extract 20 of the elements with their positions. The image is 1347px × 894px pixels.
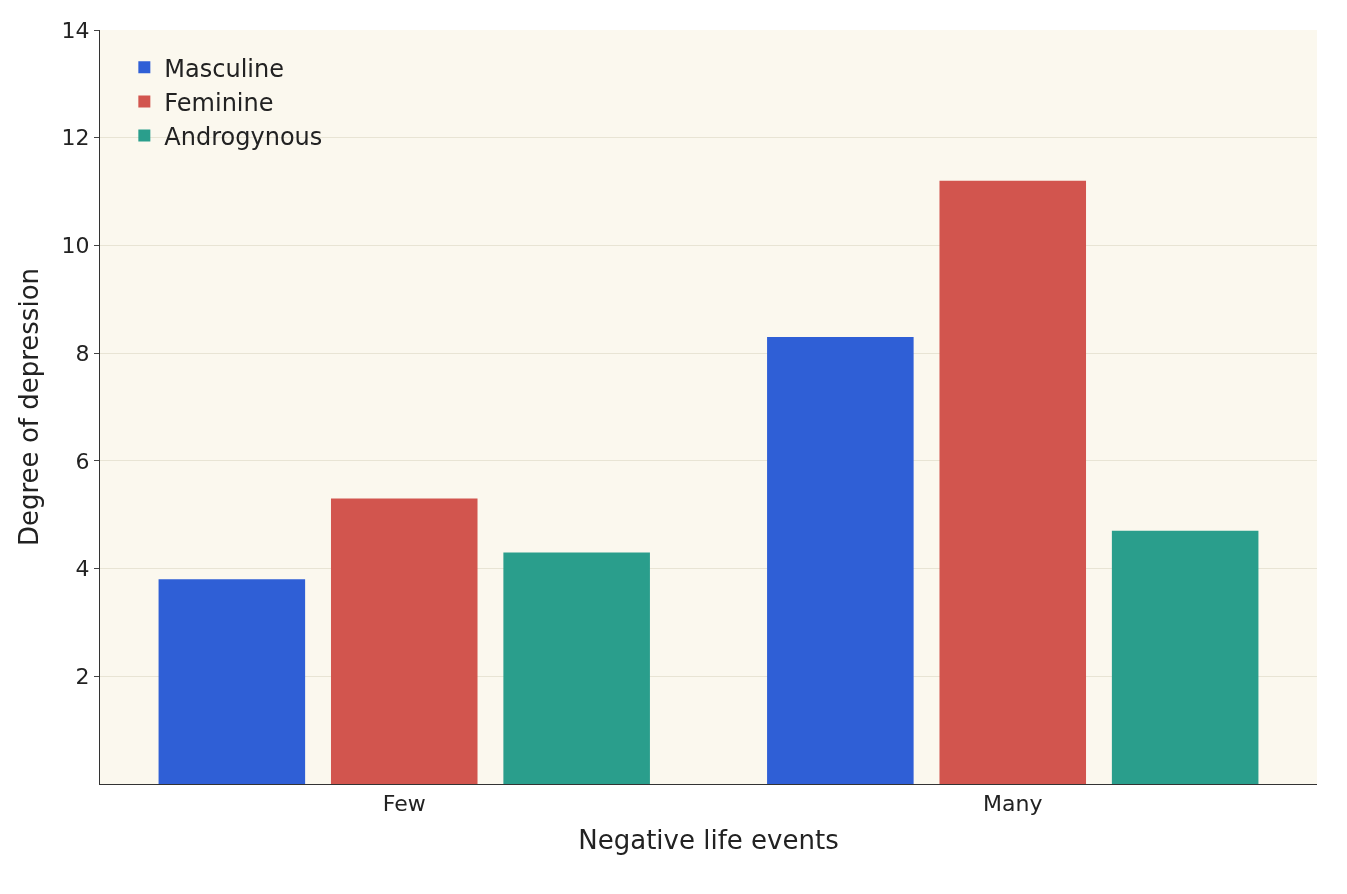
y-tick-label: 12	[61, 125, 90, 151]
bar	[939, 180, 1087, 784]
y-tick-label: 10	[61, 233, 90, 259]
y-axis-title: Degree of depression	[14, 267, 44, 547]
x-axis-title: Negative life events	[578, 825, 839, 856]
x-tick-label: Many	[983, 791, 1043, 817]
y-tick-label: 2	[75, 663, 90, 689]
bar	[1111, 530, 1259, 784]
bar	[767, 336, 914, 784]
bar	[158, 579, 306, 784]
legend-label: Androgynous	[164, 122, 323, 151]
y-tick-label: 6	[75, 448, 90, 474]
x-tick-label: Few	[382, 791, 426, 817]
y-tick-label: 8	[75, 340, 90, 366]
y-tick-label: 4	[75, 556, 90, 582]
y-tick-label: 14	[61, 17, 90, 43]
bar	[503, 552, 650, 784]
bar	[330, 498, 478, 784]
legend-label: Masculine	[164, 54, 284, 83]
legend-label: Feminine	[164, 88, 274, 117]
